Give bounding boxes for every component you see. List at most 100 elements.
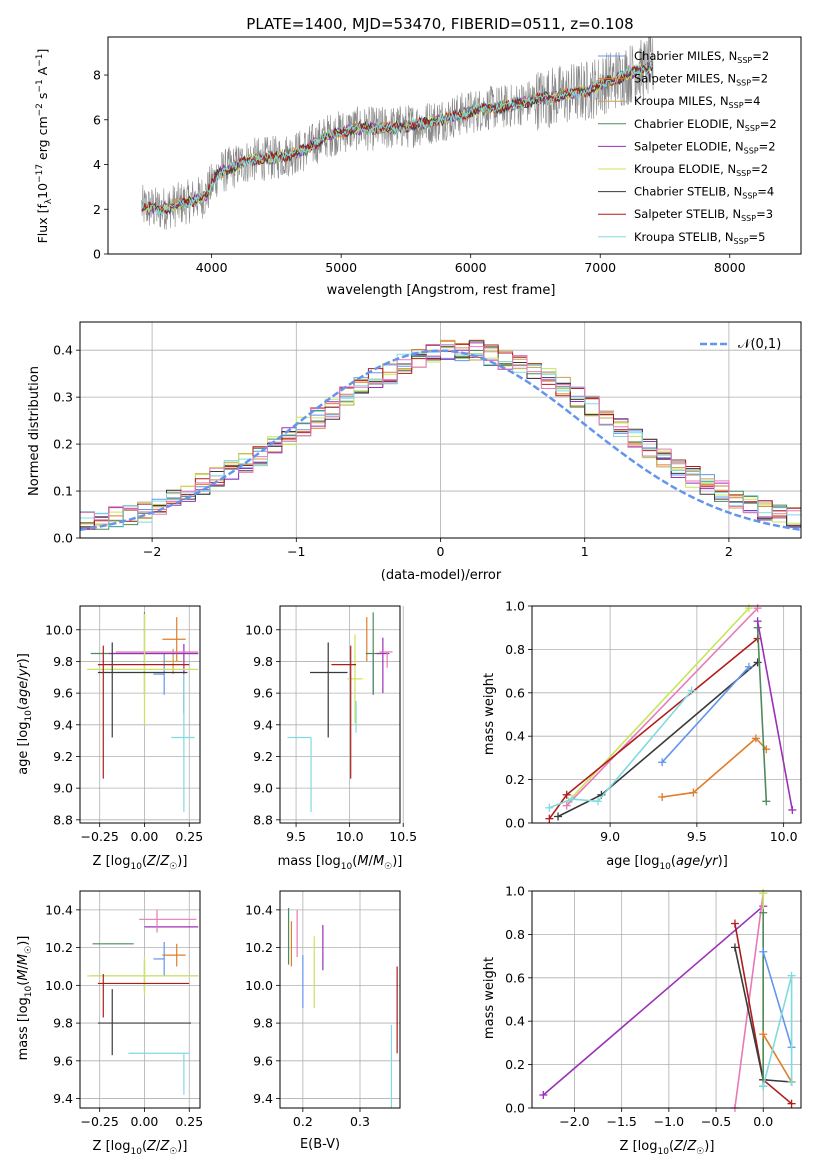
y-tick-label: 0.0 <box>505 816 525 831</box>
age-vs-mass-data-layer <box>287 612 393 812</box>
axes-frame <box>279 605 401 824</box>
x-tick-label: 9.5 <box>286 829 306 844</box>
mass-weight-vs-age-y-ticks: 0.0 0.2 0.4 0.6 0.8 1.0 <box>505 599 532 831</box>
normal-curve <box>79 349 802 532</box>
y-tick-label: 9.6 <box>253 686 273 701</box>
y-tick-label: 9.4 <box>253 717 273 732</box>
y-tick-label: 10.4 <box>45 902 73 917</box>
series-marker-8 <box>759 1082 768 1091</box>
x-tick-label: −2 <box>143 544 161 559</box>
y-tick-label: 10.0 <box>45 978 73 993</box>
axes-frame <box>79 321 802 539</box>
y-tick-label: 0.8 <box>505 927 525 942</box>
y-tick-label: 9.8 <box>53 654 73 669</box>
y-tick-label: 10.0 <box>245 978 273 993</box>
axes-frame <box>79 890 201 1109</box>
y-tick-label: 10.2 <box>245 940 273 955</box>
residuals-x-ticks: −2 −1 0 1 2 <box>143 538 733 559</box>
axes-frame <box>531 605 802 824</box>
y-tick-label: 0.8 <box>505 642 525 657</box>
series-marker-8 <box>788 805 797 814</box>
x-tick-label: 0.25 <box>175 829 203 844</box>
age-vs-mass-x-ticks: 9.5 10.0 10.5 <box>286 823 417 844</box>
series-line-4 <box>549 690 693 809</box>
spectrum-x-axis-label: wavelength [Angstrom, rest frame] <box>327 283 556 298</box>
series-line-0 <box>542 905 764 1096</box>
mass-vs-z-grid <box>80 891 200 1108</box>
mass-weight-vs-age-y-axis-label: mass weight <box>482 673 497 755</box>
x-tick-label: 10.5 <box>389 829 417 844</box>
age-vs-z-y-ticks: 8.8 9.0 9.2 9.4 9.6 9.8 10.0 <box>45 622 80 827</box>
series-marker-5 <box>744 662 753 671</box>
spectrum-data-layer <box>141 37 654 230</box>
series-marker-6 <box>751 734 760 743</box>
residuals-y-ticks: 0.0 0.1 0.2 0.3 0.4 <box>53 343 80 546</box>
age-vs-mass-grid <box>280 606 404 823</box>
y-tick-label: 0.0 <box>505 1101 525 1116</box>
mass-weight-vs-age-x-axis-label: age [log10(age/yr)] <box>606 854 728 872</box>
x-tick-label: 2 <box>725 544 733 559</box>
x-tick-label: −0.25 <box>81 1114 119 1129</box>
x-tick-label: −0.5 <box>701 1114 731 1129</box>
residuals-legend: 𝒩(0,1) <box>700 337 781 352</box>
x-tick-label: 0 <box>437 544 445 559</box>
age-vs-mass-x-axis-label: mass [log10(M/M☉)] <box>278 854 403 872</box>
series-marker-8 <box>753 617 762 626</box>
legend-label-2: Kroupa MILES, NSSP=4 <box>634 94 760 110</box>
y-tick-label: 9.2 <box>253 749 273 764</box>
x-tick-label: 10.0 <box>336 829 364 844</box>
series-marker-1 <box>562 801 571 810</box>
y-tick-label: 10.4 <box>245 902 273 917</box>
series-marker-3 <box>753 658 762 667</box>
x-tick-label: −0.25 <box>81 829 119 844</box>
y-tick-label: 9.8 <box>253 1016 273 1031</box>
series-marker-2 <box>562 790 571 799</box>
histogram-cs <box>80 340 801 528</box>
x-tick-label: −1 <box>287 544 305 559</box>
residuals-x-axis-label: (data-model)/error <box>381 568 502 583</box>
mass-weight-vs-age-x-ticks: 9.0 9.5 10.0 <box>600 823 798 844</box>
y-tick-label: 8 <box>93 68 101 83</box>
series-marker-5 <box>658 758 667 767</box>
mass-vs-z-x-axis-label: Z [log10(Z/Z☉)] <box>93 1139 188 1157</box>
legend-label-8: Kroupa STELIB, NSSP=5 <box>634 230 765 246</box>
mass-weight-vs-z-y-axis-label: mass weight <box>482 957 497 1039</box>
y-tick-label: 9.6 <box>53 1053 73 1068</box>
residuals-y-axis-label: Normed distribution <box>27 366 42 496</box>
series-marker-0 <box>539 1090 548 1099</box>
legend-label-7: Salpeter STELIB, NSSP=3 <box>634 207 773 223</box>
legend-label-4: Salpeter ELODIE, NSSP=2 <box>634 139 776 155</box>
legend-label-0: Chabrier MILES, NSSP=2 <box>634 49 769 65</box>
mass-weight-vs-z-panel: −2.0 −1.5 −1.0 −0.5 0.0 0.0 0.2 0.4 0.6 0.8 1.0 Z… <box>482 884 802 1157</box>
mass-vs-z-x-ticks: −0.25 0.00 0.25 <box>81 1108 203 1129</box>
series-marker-8 <box>787 971 796 980</box>
y-tick-label: 10.2 <box>45 940 73 955</box>
axes-frame <box>531 890 802 1109</box>
series-line-3 <box>557 661 759 818</box>
mass-vs-ebv-data-layer <box>287 907 398 1108</box>
x-tick-label: −1.0 <box>654 1114 684 1129</box>
x-tick-label: 0.2 <box>293 1114 313 1129</box>
series-marker-3 <box>730 943 739 952</box>
mass-weight-vs-z-data-layer <box>539 889 796 1112</box>
x-tick-label: 0.00 <box>131 1114 159 1129</box>
mass-vs-ebv-y-ticks: 9.4 9.6 9.8 10.0 10.2 10.4 <box>245 902 280 1106</box>
mass-weight-vs-z-x-ticks: −2.0 −1.5 −1.0 −0.5 0.0 <box>559 1108 773 1129</box>
mass-weight-vs-age-panel: 9.0 9.5 10.0 0.0 0.2 0.4 0.6 0.8 1.0 age [log10… <box>482 599 802 872</box>
x-tick-label: 8000 <box>714 260 746 275</box>
series-marker-4 <box>545 803 554 812</box>
y-tick-label: 0.2 <box>505 1057 525 1072</box>
histogram-pink <box>80 344 801 521</box>
spectrum-legend: Chabrier MILES, NSSP=2 Salpeter MILES, NS… <box>598 49 777 246</box>
spectrum-x-ticks: 4000 5000 6000 7000 8000 <box>196 254 746 275</box>
mass-weight-vs-z-y-ticks: 0.0 0.2 0.4 0.6 0.8 1.0 <box>505 884 532 1116</box>
series-line-0 <box>567 607 750 802</box>
y-tick-label: 10.0 <box>245 622 273 637</box>
age-vs-z-x-axis-label: Z [log10(Z/Z☉)] <box>93 854 188 872</box>
mass-vs-z-data-layer <box>87 909 199 1095</box>
series-marker-3 <box>554 812 563 821</box>
age-vs-z-grid <box>80 606 200 823</box>
mass-weight-vs-z-grid <box>532 890 801 1109</box>
y-tick-label: 9.0 <box>253 781 273 796</box>
